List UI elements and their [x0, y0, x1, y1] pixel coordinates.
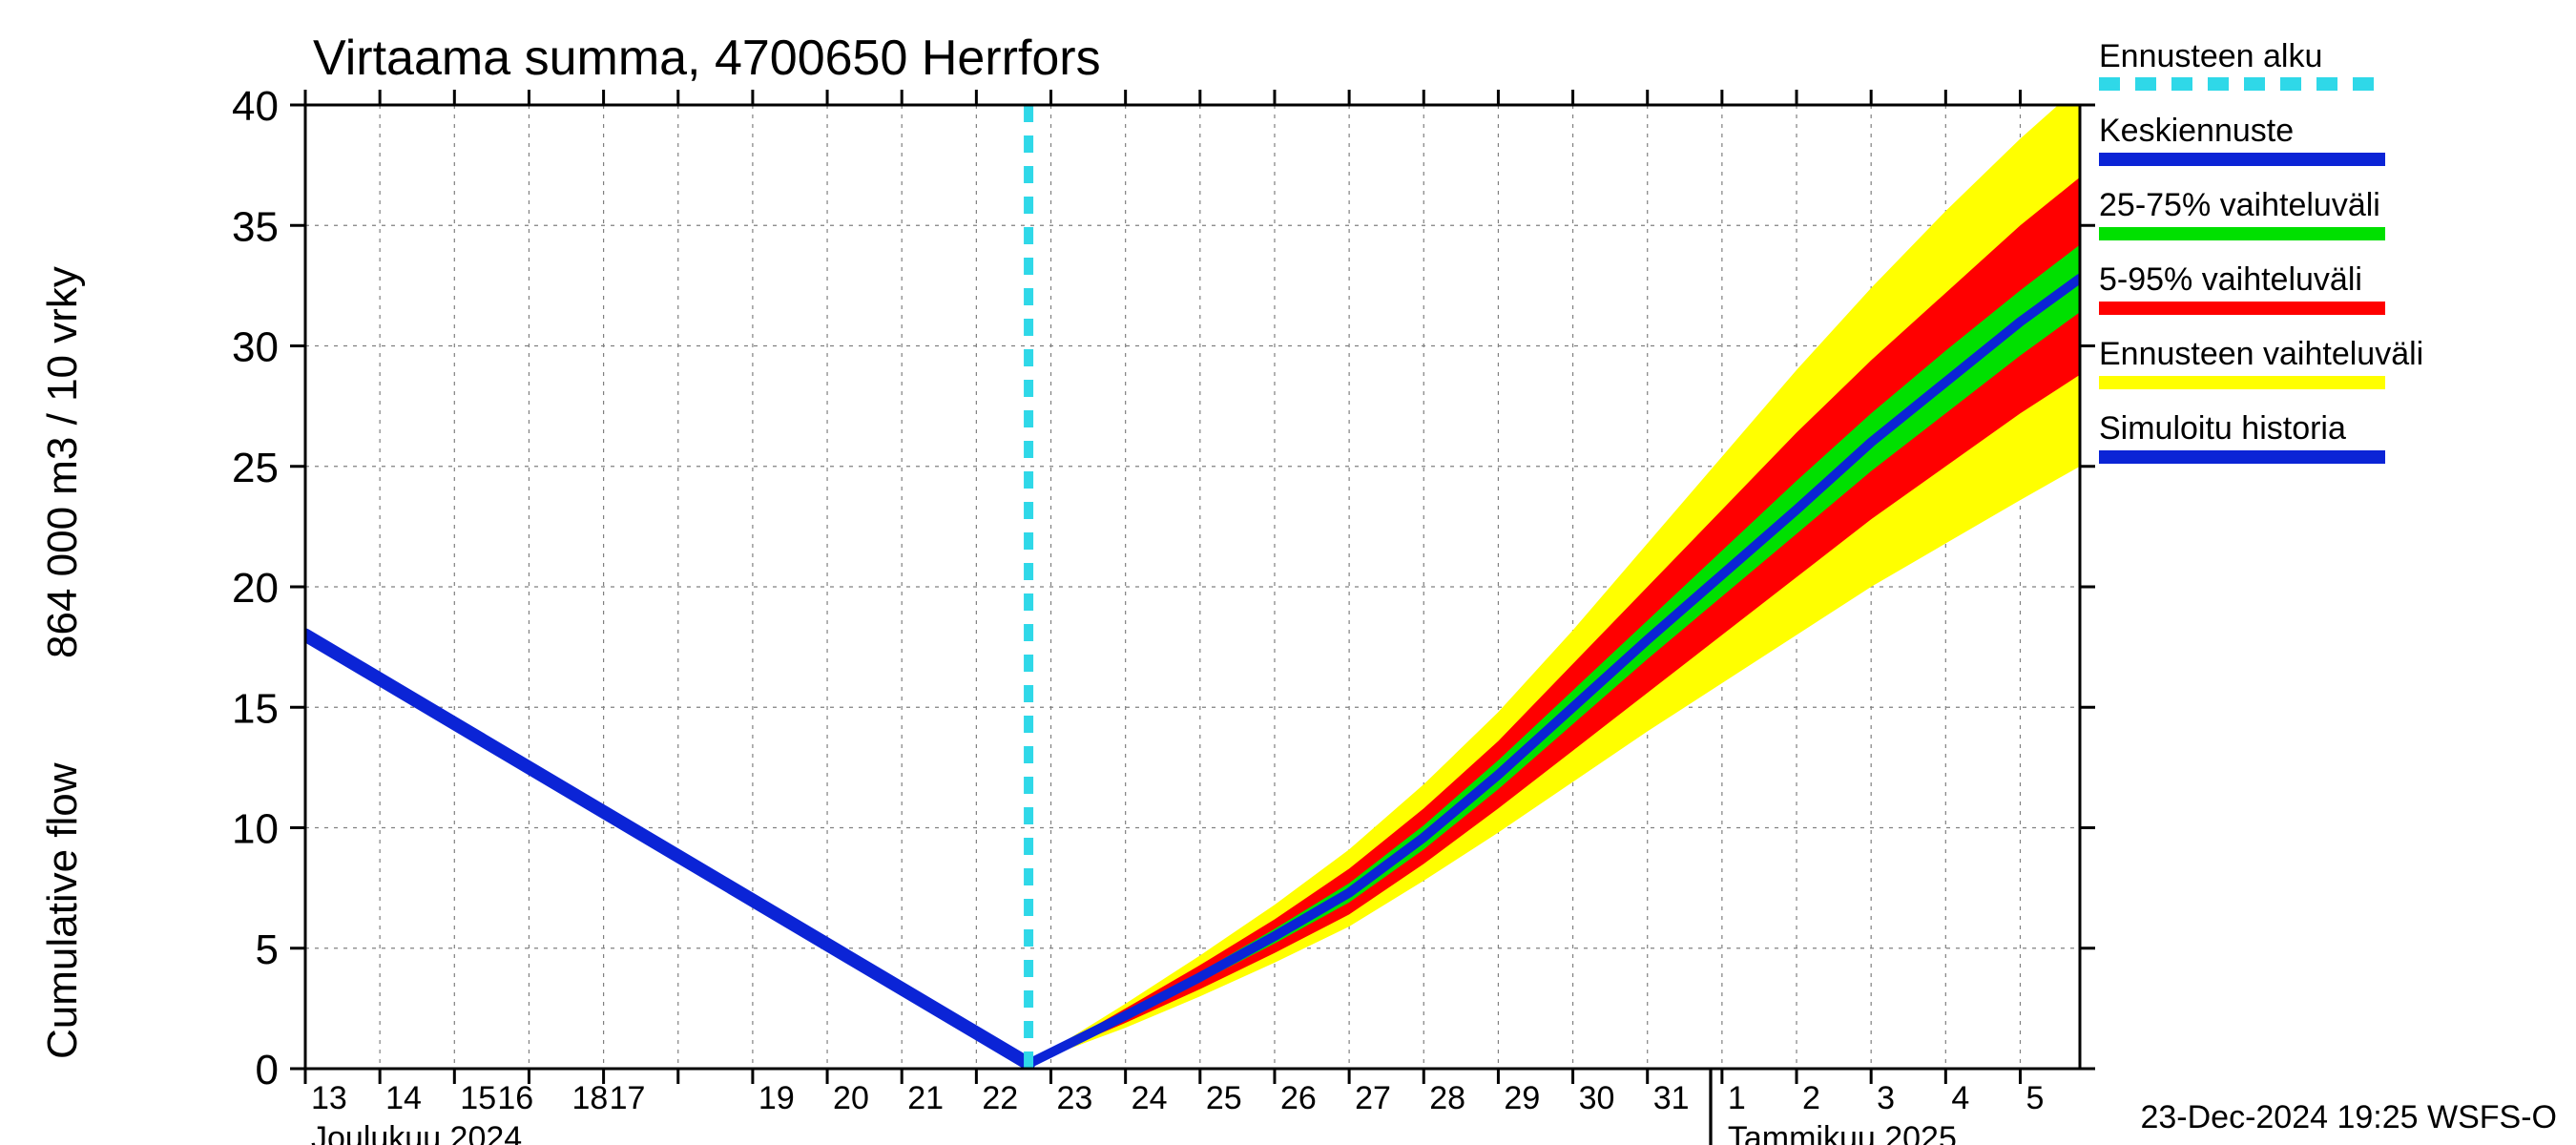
svg-text:Simuloitu historia: Simuloitu historia — [2099, 410, 2346, 447]
svg-text:18: 18 — [572, 1080, 609, 1116]
svg-text:Ennusteen vaihteluväli: Ennusteen vaihteluväli — [2099, 336, 2423, 372]
svg-text:20: 20 — [232, 565, 279, 612]
svg-text:29: 29 — [1504, 1080, 1540, 1116]
svg-text:5-95% vaihteluväli: 5-95% vaihteluväli — [2099, 261, 2362, 298]
svg-text:Ennusteen alku: Ennusteen alku — [2099, 38, 2322, 74]
svg-text:19: 19 — [758, 1080, 795, 1116]
svg-text:15: 15 — [232, 685, 279, 732]
svg-text:23-Dec-2024 19:25 WSFS-O: 23-Dec-2024 19:25 WSFS-O — [2140, 1099, 2557, 1135]
svg-text:3: 3 — [1877, 1080, 1895, 1116]
svg-text:26: 26 — [1280, 1080, 1317, 1116]
svg-text:5: 5 — [256, 926, 279, 973]
svg-text:Tammikuu 2025: Tammikuu 2025 — [1728, 1120, 1957, 1145]
svg-text:25-75% vaihteluväli: 25-75% vaihteluväli — [2099, 187, 2380, 223]
chart-container: 0510152025303540131415171920212223242526… — [0, 0, 2576, 1145]
svg-text:30: 30 — [1579, 1080, 1615, 1116]
svg-text:5: 5 — [2025, 1080, 2044, 1116]
svg-text:22: 22 — [982, 1080, 1018, 1116]
svg-text:Keskiennuste: Keskiennuste — [2099, 113, 2294, 149]
svg-text:24: 24 — [1132, 1080, 1168, 1116]
svg-text:13: 13 — [311, 1080, 347, 1116]
svg-text:17: 17 — [610, 1080, 646, 1116]
flow-chart: 0510152025303540131415171920212223242526… — [0, 0, 2576, 1145]
svg-text:14: 14 — [385, 1080, 422, 1116]
svg-text:4: 4 — [1951, 1080, 1969, 1116]
svg-text:31: 31 — [1653, 1080, 1690, 1116]
svg-text:30: 30 — [232, 324, 279, 371]
svg-text:25: 25 — [1206, 1080, 1242, 1116]
svg-text:Joulukuu 2024: Joulukuu 2024 — [311, 1120, 522, 1145]
svg-text:Virtaama summa, 4700650 Herrfo: Virtaama summa, 4700650 Herrfors — [313, 31, 1101, 86]
svg-text:35: 35 — [232, 203, 279, 250]
svg-text:Cumulative flow: Cumulative flow — [39, 762, 86, 1059]
svg-text:16: 16 — [497, 1080, 533, 1116]
svg-text:1: 1 — [1728, 1080, 1746, 1116]
svg-text:2: 2 — [1802, 1080, 1820, 1116]
svg-text:21: 21 — [907, 1080, 944, 1116]
svg-text:27: 27 — [1355, 1080, 1391, 1116]
svg-text:20: 20 — [833, 1080, 869, 1116]
svg-text:10: 10 — [232, 806, 279, 853]
svg-text:23: 23 — [1057, 1080, 1093, 1116]
svg-text:864 000 m3 / 10 vrky: 864 000 m3 / 10 vrky — [39, 266, 86, 658]
svg-text:0: 0 — [256, 1047, 279, 1093]
svg-text:40: 40 — [232, 83, 279, 130]
svg-text:25: 25 — [232, 445, 279, 491]
svg-text:15: 15 — [460, 1080, 496, 1116]
svg-text:28: 28 — [1429, 1080, 1465, 1116]
